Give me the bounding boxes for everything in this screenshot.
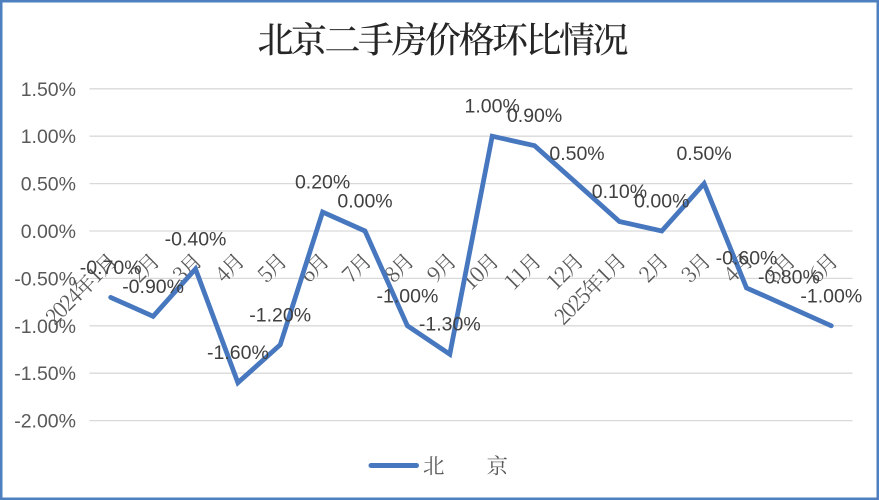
svg-text:0.00%: 0.00%: [634, 191, 689, 213]
svg-text:0.00%: 0.00%: [337, 191, 392, 213]
svg-text:-0.50%: -0.50%: [14, 268, 76, 290]
svg-text:-2.00%: -2.00%: [14, 411, 76, 433]
svg-text:0.50%: 0.50%: [21, 174, 76, 196]
svg-text:-1.50%: -1.50%: [14, 363, 76, 385]
svg-text:1.00%: 1.00%: [21, 126, 76, 148]
svg-text:0.50%: 0.50%: [549, 143, 604, 165]
svg-text:-0.40%: -0.40%: [165, 228, 227, 250]
svg-text:-1.00%: -1.00%: [14, 316, 76, 338]
svg-text:1.50%: 1.50%: [21, 79, 76, 101]
svg-text:-0.90%: -0.90%: [122, 276, 184, 298]
svg-text:-1.30%: -1.30%: [419, 314, 481, 336]
svg-text:0.20%: 0.20%: [295, 172, 350, 194]
svg-text:-1.60%: -1.60%: [207, 342, 269, 364]
svg-text:1.00%: 1.00%: [465, 96, 520, 118]
svg-text:0.00%: 0.00%: [21, 221, 76, 243]
svg-text:0.50%: 0.50%: [676, 143, 731, 165]
svg-text:-0.80%: -0.80%: [758, 266, 820, 288]
svg-text:-1.00%: -1.00%: [377, 285, 439, 307]
svg-text:-1.00%: -1.00%: [800, 285, 862, 307]
svg-text:-0.60%: -0.60%: [716, 247, 778, 269]
svg-text:-0.70%: -0.70%: [80, 257, 142, 279]
svg-text:-1.20%: -1.20%: [249, 304, 311, 326]
svg-text:0.10%: 0.10%: [592, 181, 647, 203]
svg-text:0.90%: 0.90%: [507, 105, 562, 127]
